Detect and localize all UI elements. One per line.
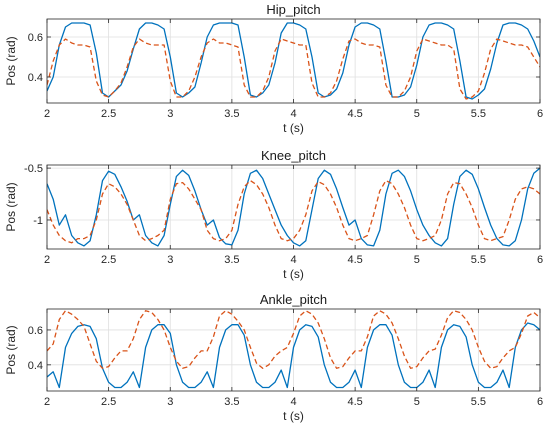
x-tick-label: 3.5 — [224, 396, 239, 408]
x-axis-label: t (s) — [283, 121, 304, 135]
x-axis-label: t (s) — [283, 267, 304, 281]
series-line-measured — [47, 322, 540, 389]
y-tick-label: -1 — [33, 215, 43, 227]
x-tick-label: 5 — [414, 254, 420, 266]
x-tick-label: 5.5 — [471, 108, 486, 120]
chart-title: Hip_pitch — [266, 2, 320, 17]
y-tick-label: -0.5 — [24, 163, 43, 175]
x-tick-label: 6 — [537, 254, 543, 266]
y-axis-label: Pos (rad) — [4, 325, 18, 374]
x-tick-label: 5.5 — [471, 254, 486, 266]
x-tick-label: 3 — [167, 108, 173, 120]
chart-title: Knee_pitch — [261, 148, 326, 163]
y-tick-label: 0.4 — [28, 360, 43, 372]
x-tick-label: 4 — [290, 108, 296, 120]
y-axis-label: Pos (rad) — [4, 36, 18, 85]
y-tick-label: 0.6 — [28, 32, 43, 44]
x-tick-label: 4 — [290, 396, 296, 408]
x-tick-label: 3.5 — [224, 108, 239, 120]
x-tick-label: 6 — [537, 108, 543, 120]
series-line-reference — [47, 179, 540, 244]
x-tick-label: 2 — [44, 396, 50, 408]
series-line-reference — [47, 38, 540, 100]
x-tick-label: 2 — [44, 108, 50, 120]
x-tick-label: 2.5 — [101, 108, 116, 120]
x-tick-label: 3.5 — [224, 254, 239, 266]
y-tick-label: 0.4 — [28, 72, 43, 84]
y-tick-label: 0.6 — [28, 325, 43, 337]
x-tick-label: 5 — [414, 396, 420, 408]
chart-title: Ankle_pitch — [260, 292, 327, 307]
x-tick-label: 6 — [537, 396, 543, 408]
series-line-measured — [47, 167, 540, 247]
x-tick-label: 4.5 — [347, 396, 362, 408]
x-tick-label: 3 — [167, 254, 173, 266]
x-tick-label: 5 — [414, 108, 420, 120]
x-tick-label: 2.5 — [101, 396, 116, 408]
y-axis-label: Pos (rad) — [4, 182, 18, 231]
x-tick-label: 3 — [167, 396, 173, 408]
x-tick-label: 2.5 — [101, 254, 116, 266]
x-tick-label: 4.5 — [347, 108, 362, 120]
series-line-reference — [47, 310, 540, 369]
x-tick-label: 5.5 — [471, 396, 486, 408]
x-tick-label: 4.5 — [347, 254, 362, 266]
x-tick-label: 2 — [44, 254, 50, 266]
x-axis-label: t (s) — [283, 409, 304, 423]
x-tick-label: 4 — [290, 254, 296, 266]
